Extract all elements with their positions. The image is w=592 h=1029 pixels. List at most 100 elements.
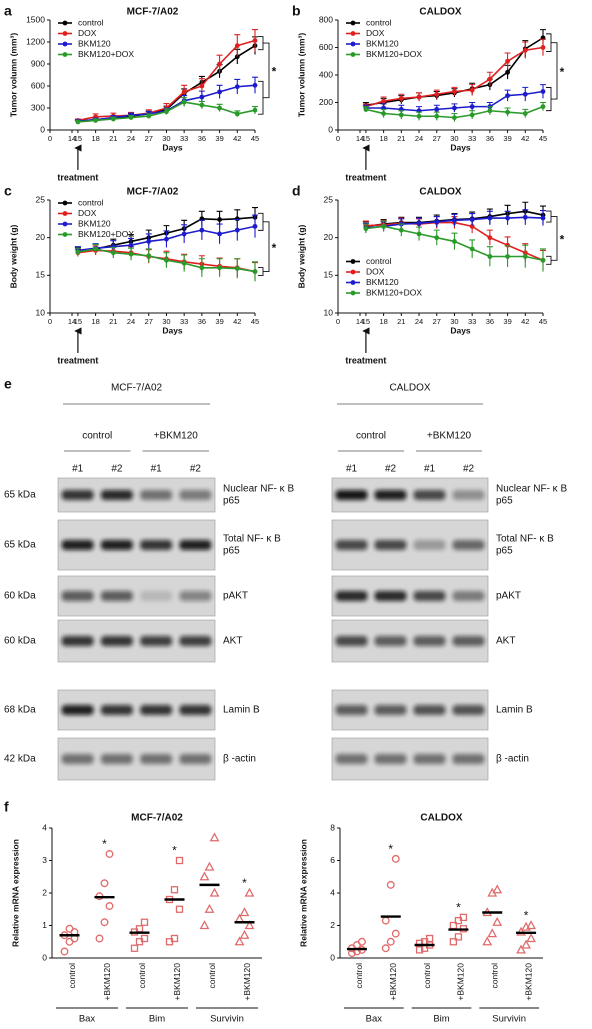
legend-marker — [62, 221, 68, 227]
blot-band — [100, 591, 133, 601]
bracket — [258, 212, 270, 277]
data-point — [492, 916, 503, 926]
x-tick-label: 24 — [415, 134, 423, 143]
data-point — [381, 223, 387, 229]
x-tick-label: 33 — [468, 317, 476, 326]
legend-label: control — [78, 197, 104, 207]
data-point — [175, 856, 184, 865]
data-point — [381, 944, 390, 953]
y-axis-label: Relative mRNA expression — [298, 839, 308, 947]
legend-label: BKM120 — [366, 38, 399, 48]
data-point — [434, 106, 440, 112]
x-tick-label: 33 — [180, 317, 188, 326]
legend-marker — [350, 280, 356, 285]
annotation: treatment — [345, 172, 386, 182]
x-tick-label: 21 — [109, 134, 117, 143]
x-tick-label: 0 — [336, 134, 340, 143]
data-point — [516, 926, 526, 936]
blot-band — [413, 591, 446, 601]
data-point — [128, 251, 134, 257]
data-point — [146, 239, 152, 244]
y-axis-label: Body weight (g) — [296, 224, 306, 288]
y-tick-label: 0 — [330, 952, 335, 962]
y-tick-label: 1500 — [26, 14, 45, 24]
legend-marker — [350, 52, 356, 57]
group-label: Bax — [79, 1014, 96, 1025]
chart-title: CALDOX — [419, 187, 462, 198]
significance: * — [242, 876, 247, 890]
blot-band — [100, 540, 133, 550]
data-point — [234, 43, 240, 49]
x-tick-label: 21 — [397, 317, 405, 326]
x-tick-label: 15 — [74, 134, 82, 143]
x-tick-label: 0 — [48, 134, 52, 143]
x-tick-label: +BKM120 — [523, 963, 533, 1001]
x-tick-label: 27 — [145, 317, 153, 326]
data-point — [164, 236, 169, 242]
x-tick-label: 39 — [215, 317, 223, 326]
blot-band — [61, 540, 94, 550]
data-point — [217, 265, 222, 271]
data-point — [217, 217, 222, 222]
data-point — [363, 226, 369, 232]
data-point — [199, 83, 205, 89]
data-point — [452, 89, 457, 94]
blot-band — [179, 490, 212, 500]
blot-band — [140, 490, 173, 500]
x-tick-label: 14 — [356, 134, 364, 143]
legend-marker — [62, 41, 68, 47]
legend-marker — [62, 200, 68, 206]
data-point — [505, 93, 510, 99]
x-tick-label: 36 — [198, 134, 206, 143]
data-point — [522, 111, 528, 116]
legend-label: BKM120+DOX — [78, 49, 134, 59]
protein-label: Lamin B — [223, 705, 260, 716]
legend-marker — [62, 31, 68, 36]
data-point — [199, 227, 205, 233]
blot-band — [179, 636, 212, 646]
x-tick-label: +BKM120 — [102, 963, 112, 1001]
data-point — [469, 217, 475, 222]
blot-band — [100, 490, 133, 500]
y-tick-label: 0 — [40, 124, 45, 134]
data-point — [181, 260, 187, 266]
y-tick-label: 0 — [328, 124, 333, 134]
data-point — [391, 854, 400, 863]
data-point — [454, 933, 463, 941]
blot-band — [452, 540, 485, 550]
legend-marker — [350, 269, 356, 275]
data-point — [469, 87, 475, 93]
x-tick-label: 39 — [503, 317, 511, 326]
x-tick-label: +BKM120 — [456, 963, 466, 1001]
data-point — [469, 223, 475, 229]
panel-letter: b — [292, 3, 301, 19]
data-point — [75, 119, 81, 125]
blot-band — [374, 490, 407, 500]
data-point — [175, 905, 184, 913]
data-point — [522, 91, 528, 97]
y-axis-label: Tumor volumn (mm³) — [296, 33, 306, 118]
significance: * — [524, 909, 529, 923]
data-point — [505, 58, 510, 64]
data-point — [487, 928, 498, 938]
x-tick-label: 42 — [233, 134, 241, 143]
group-label: Bim — [149, 1014, 165, 1025]
y-tick-label: 20 — [324, 232, 334, 242]
x-axis-label: Days — [450, 142, 471, 152]
protein-label: Total NF- κ B — [496, 534, 554, 545]
y-tick-label: 2 — [42, 887, 47, 897]
blot-band — [413, 754, 446, 764]
lane-label: #2 — [111, 464, 123, 475]
blot-band — [179, 540, 212, 550]
data-point — [204, 861, 215, 871]
data-point — [381, 98, 387, 104]
x-tick-label: 45 — [251, 317, 259, 326]
data-point — [244, 920, 255, 930]
data-point — [199, 920, 210, 930]
x-tick-label: control — [137, 963, 147, 989]
blot-band — [374, 754, 407, 764]
x-tick-label: 42 — [233, 317, 241, 326]
data-point — [181, 231, 187, 237]
blot-band — [413, 705, 446, 715]
x-tick-label: 39 — [215, 134, 223, 143]
